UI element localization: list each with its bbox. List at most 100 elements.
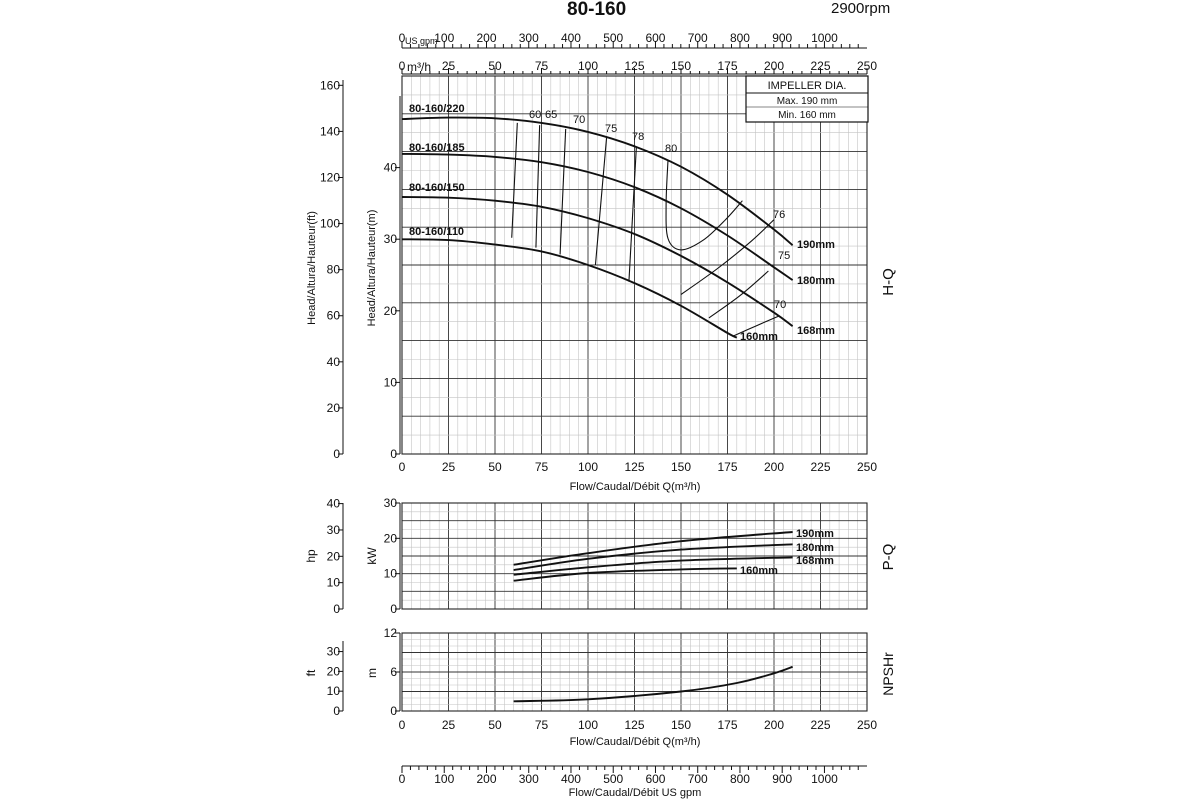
x-tick-label: 0 [399, 718, 406, 732]
hq-axis-ft-tick-label: 120 [320, 170, 340, 184]
hq-axis-m-tick-label: 20 [384, 304, 398, 318]
top-gpm-tick-label: 300 [519, 31, 539, 45]
x-tick-label: 100 [578, 718, 598, 732]
top-m3h-tick-label: 225 [810, 59, 830, 73]
top-m3h-axis: 25 50 75 100 125 150 175 200 225 250 0 [399, 59, 877, 75]
efficiency-label: 65 [545, 109, 557, 121]
efficiency-label: 80 [665, 143, 677, 155]
pq-axis-hp-tick-label: 40 [327, 497, 341, 511]
efficiency-iso-line [594, 137, 608, 266]
top-m3h-tick-label: 50 [488, 59, 502, 73]
x-tick-label: 175 [717, 460, 737, 474]
pq-grid [401, 502, 868, 610]
x-tick-label: 75 [535, 718, 549, 732]
pq-ylabel-kw: kW [365, 547, 379, 565]
pq-ylabel-hp: hp [304, 549, 318, 563]
x-tick-label: 100 [578, 460, 598, 474]
x-tick-label: 50 [488, 718, 502, 732]
pq-curve-160mm [513, 567, 737, 582]
npsh-axis-m-tick-label: 0 [390, 704, 397, 718]
hq-series-tag: 168mm [797, 325, 835, 337]
bottom-gpm-tick-label: 200 [476, 772, 496, 786]
hq-axis-ft-tick-label: 0 [333, 447, 340, 461]
npsh-curve [513, 665, 793, 703]
hq-ylabel-ft: Head/Altura/Hauteur(ft) [306, 211, 318, 325]
top-m3h-unit: m³/h [407, 60, 431, 74]
pq-axis-hp-tick-label: 30 [327, 523, 341, 537]
npsh-curves [513, 665, 793, 703]
npsh-axis-m: 0 6 12 [384, 626, 401, 718]
bottom-gpm-tick-label: 1000 [811, 772, 838, 786]
hq-series-name: 80-160/150 [409, 182, 465, 194]
top-m3h-tick-label: 175 [717, 59, 737, 73]
pq-frame [401, 502, 868, 610]
hq-xlabel: Flow/Caudal/Débit Q(m³/h) [570, 481, 701, 493]
bottom-gpm-axis: 0 100 200 300 400 500 600 700 800 900 1000 [399, 765, 867, 786]
x-tick-label: 150 [671, 718, 691, 732]
top-gpm-tick-label: 600 [645, 31, 665, 45]
efficiency-label: 76 [773, 209, 785, 221]
x-tick-label: 200 [764, 718, 784, 732]
pq-axis-kw-tick-label: 0 [390, 602, 397, 616]
hq-axis-m-tick-label: 30 [384, 232, 398, 246]
npsh-ylabel-ft: ft [304, 669, 318, 676]
npsh-axis-m-tick-label: 12 [384, 626, 398, 640]
x-tick-label: 125 [624, 460, 644, 474]
axis-layer: 0102030400204060801001201401600102030010… [320, 31, 877, 786]
bottom-gpm-tick-label: 300 [519, 772, 539, 786]
npsh-axis-ft-tick-label: 30 [327, 645, 341, 659]
speed-label: 2900rpm [831, 0, 890, 17]
hq-ylabel-m: Head/Altura/Hauteur(m) [366, 210, 378, 327]
pq-axis-hp-tick-label: 20 [327, 549, 341, 563]
hq-axis-ft-tick-label: 40 [327, 355, 341, 369]
hq-series-name: 80-160/110 [409, 226, 464, 238]
hq-series-tag: 190mm [797, 239, 835, 251]
efficiency-label: 75 [778, 250, 790, 262]
top-gpm-unit: US gpm [405, 36, 438, 46]
pq-axis-kw-tick-label: 30 [384, 496, 398, 510]
bottom-gpm-tick-label: 100 [434, 772, 454, 786]
hq-axis-ft-tick-label: 80 [327, 263, 341, 277]
pq-axis-hp-tick-label: 0 [333, 602, 340, 616]
efficiency-iso-line-75 [708, 270, 769, 319]
efficiency-iso-line [535, 125, 541, 248]
hq-curve-180mm [401, 152, 794, 281]
x-tick-label: 225 [810, 460, 830, 474]
top-gpm-tick-label: 700 [688, 31, 708, 45]
top-gpm-tick-label: 500 [603, 31, 623, 45]
x-tick-label: 250 [857, 718, 877, 732]
hq-side-label: H-Q [880, 268, 897, 296]
efficiency-iso-line [511, 122, 518, 238]
bottom-gpm-tick-label: 700 [688, 772, 708, 786]
hq-axis-ft-tick-label: 60 [327, 309, 341, 323]
npsh-axis-m-tick-label: 6 [390, 665, 397, 679]
efficiency-label: 70 [774, 299, 786, 311]
hq-series-tag: 180mm [797, 275, 835, 287]
bottom-xlabel: Flow/Caudal/Débit US gpm [569, 787, 702, 799]
hq-axis-ft-tick-label: 20 [327, 401, 341, 415]
pq-series-tag: 190mm [796, 528, 834, 540]
efficiency-iso-loop [665, 159, 743, 251]
pq-series-tag: 180mm [796, 542, 834, 554]
npsh-ylabel-m: m [365, 668, 379, 678]
pq-axis-hp: 0 10 20 30 40 [327, 497, 344, 616]
x-tick-label: 250 [857, 460, 877, 474]
hq-curves: 80-160/220 190mm 80-160/185 180mm 80-160/150… [401, 103, 835, 343]
x-tick-label: 25 [442, 718, 456, 732]
pq-axis-kw-tick-label: 20 [384, 531, 398, 545]
top-m3h-tick-label: 250 [857, 59, 877, 73]
hq-frame [401, 75, 868, 455]
bottom-gpm-tick-label: 500 [603, 772, 623, 786]
pq-curve-180mm [513, 543, 793, 572]
top-m3h-tick-label: 0 [399, 59, 406, 73]
pq-series-tag: 168mm [796, 555, 834, 567]
x-tick-label: 0 [399, 460, 406, 474]
hq-axis-ft-tick-label: 140 [320, 124, 340, 138]
top-gpm-axis: 0 100 200 300 400 500 600 700 800 900 1000 [399, 31, 867, 49]
bottom-gpm-tick-label: 800 [730, 772, 750, 786]
hq-x-axis: 0 25 50 75 100 125 150 175 200 225 250 [399, 460, 878, 474]
hq-curve-168mm [401, 196, 794, 327]
hq-series-tag: 160mm [740, 331, 778, 343]
pq-series-tag: 160mm [740, 565, 778, 577]
